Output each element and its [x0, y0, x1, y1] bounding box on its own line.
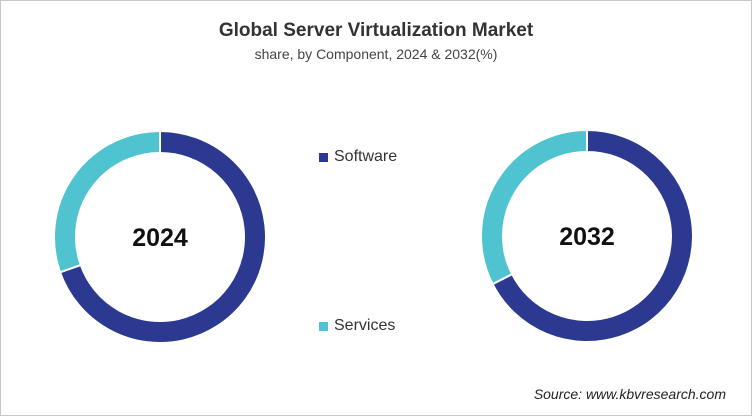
legend-swatch-software — [319, 152, 328, 162]
donut-slice-2032-software — [491, 128, 694, 343]
legend-item-software: Software — [319, 148, 397, 166]
donut-center-label-2024: 2024 — [132, 224, 188, 252]
legend-swatch-services — [319, 321, 328, 331]
legend-label-services: Services — [334, 317, 396, 334]
source-note: Source: www.kbvresearch.com — [533, 386, 726, 402]
chart-title: Global Server Virtualization Market — [218, 20, 534, 41]
donut-slice-2024-services — [53, 129, 161, 274]
donut-slice-2024-software — [58, 129, 267, 344]
donut-slice-2032-services — [480, 128, 588, 286]
legend-label-software: Software — [334, 148, 398, 165]
legend-item-services: Services — [319, 317, 395, 335]
chart-subtitle: share, by Component, 2024 & 2032(%) — [254, 46, 498, 62]
donut-center-label-2032: 2032 — [559, 223, 615, 251]
